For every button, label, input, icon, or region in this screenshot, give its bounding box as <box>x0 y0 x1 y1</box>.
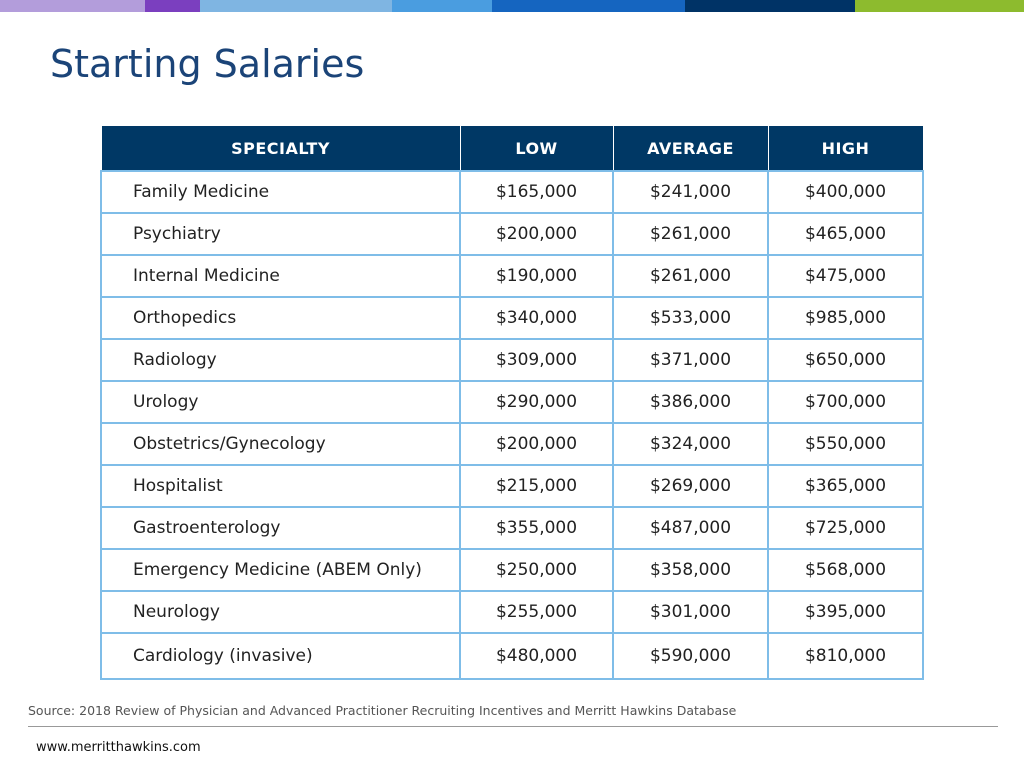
color-bar <box>145 0 200 12</box>
salary-cell: $395,000 <box>767 590 924 634</box>
specialty-cell: Internal Medicine <box>100 254 461 298</box>
salary-cell: $190,000 <box>459 254 614 298</box>
table-row: Emergency Medicine (ABEM Only) $250,000 $3… <box>100 548 924 592</box>
salary-cell: $371,000 <box>612 338 769 382</box>
table-row: Radiology $309,000 $371,000 $650,000 <box>100 338 924 382</box>
salary-cell: $386,000 <box>612 380 769 424</box>
salary-cell: $400,000 <box>767 170 924 214</box>
salary-cell: $365,000 <box>767 464 924 508</box>
salary-cell: $355,000 <box>459 506 614 550</box>
salary-cell: $358,000 <box>612 548 769 592</box>
salary-cell: $250,000 <box>459 548 614 592</box>
specialty-cell: Neurology <box>100 590 461 634</box>
table-row: Cardiology (invasive) $480,000 $590,000 $81… <box>100 632 924 680</box>
color-bar <box>492 0 685 12</box>
salary-cell: $255,000 <box>459 590 614 634</box>
salary-cell: $165,000 <box>459 170 614 214</box>
table-row: Psychiatry $200,000 $261,000 $465,000 <box>100 212 924 256</box>
color-bar <box>855 0 1024 12</box>
table-row: Neurology $255,000 $301,000 $395,000 <box>100 590 924 634</box>
salary-cell: $533,000 <box>612 296 769 340</box>
salary-cell: $340,000 <box>459 296 614 340</box>
specialty-cell: Emergency Medicine (ABEM Only) <box>100 548 461 592</box>
specialty-cell: Family Medicine <box>100 170 461 214</box>
salary-cell: $324,000 <box>612 422 769 466</box>
salary-cell: $301,000 <box>612 590 769 634</box>
title: Starting Salaries <box>50 42 365 86</box>
color-bar <box>392 0 492 12</box>
header-row: SPECIALTY LOW AVERAGE HIGH <box>100 125 924 172</box>
salary-cell: $309,000 <box>459 338 614 382</box>
table-row: Hospitalist $215,000 $269,000 $365,000 <box>100 464 924 508</box>
website: www.merritthawkins.com <box>36 740 201 755</box>
salary-cell: $261,000 <box>612 212 769 256</box>
table-row: Urology $290,000 $386,000 $700,000 <box>100 380 924 424</box>
color-bar <box>685 0 855 12</box>
table-row: Internal Medicine $190,000 $261,000 $475,00… <box>100 254 924 298</box>
salary-cell: $985,000 <box>767 296 924 340</box>
color-bar <box>200 0 392 12</box>
specialty-cell: Psychiatry <box>100 212 461 256</box>
specialty-cell: Urology <box>100 380 461 424</box>
salary-cell: $487,000 <box>612 506 769 550</box>
salary-cell: $475,000 <box>767 254 924 298</box>
table-row: Gastroenterology $355,000 $487,000 $725,000 <box>100 506 924 550</box>
salary-cell: $200,000 <box>459 422 614 466</box>
specialty-cell: Hospitalist <box>100 464 461 508</box>
table-row: Obstetrics/Gynecology $200,000 $324,000 $55… <box>100 422 924 466</box>
salary-cell: $480,000 <box>459 632 614 680</box>
salary-cell: $568,000 <box>767 548 924 592</box>
specialty-cell: Cardiology (invasive) <box>100 632 461 680</box>
specialty-cell: Gastroenterology <box>100 506 461 550</box>
salary-cell: $200,000 <box>459 212 614 256</box>
salary-cell: $700,000 <box>767 380 924 424</box>
salary-table: SPECIALTY LOW AVERAGE HIGH Family Medicine $… <box>100 125 924 680</box>
specialty-cell: Orthopedics <box>100 296 461 340</box>
specialty-cell: Radiology <box>100 338 461 382</box>
salary-cell: $261,000 <box>612 254 769 298</box>
column-header: AVERAGE <box>612 125 769 172</box>
salary-cell: $725,000 <box>767 506 924 550</box>
salary-cell: $810,000 <box>767 632 924 680</box>
salary-cell: $590,000 <box>612 632 769 680</box>
color-bar <box>0 0 145 12</box>
column-header: HIGH <box>767 125 924 172</box>
salary-cell: $550,000 <box>767 422 924 466</box>
column-header: LOW <box>459 125 614 172</box>
salary-cell: $290,000 <box>459 380 614 424</box>
salary-cell: $215,000 <box>459 464 614 508</box>
salary-cell: $269,000 <box>612 464 769 508</box>
table-row: Orthopedics $340,000 $533,000 $985,000 <box>100 296 924 340</box>
table-body: Family Medicine $165,000 $241,000 $400,000 P… <box>100 170 924 680</box>
divider <box>28 726 998 727</box>
table-row: Family Medicine $165,000 $241,000 $400,000 <box>100 170 924 214</box>
column-header: SPECIALTY <box>100 125 461 172</box>
source-note: Source: 2018 Review of Physician and Adv… <box>28 703 737 718</box>
salary-cell: $650,000 <box>767 338 924 382</box>
salary-cell: $241,000 <box>612 170 769 214</box>
specialty-cell: Obstetrics/Gynecology <box>100 422 461 466</box>
salary-cell: $465,000 <box>767 212 924 256</box>
